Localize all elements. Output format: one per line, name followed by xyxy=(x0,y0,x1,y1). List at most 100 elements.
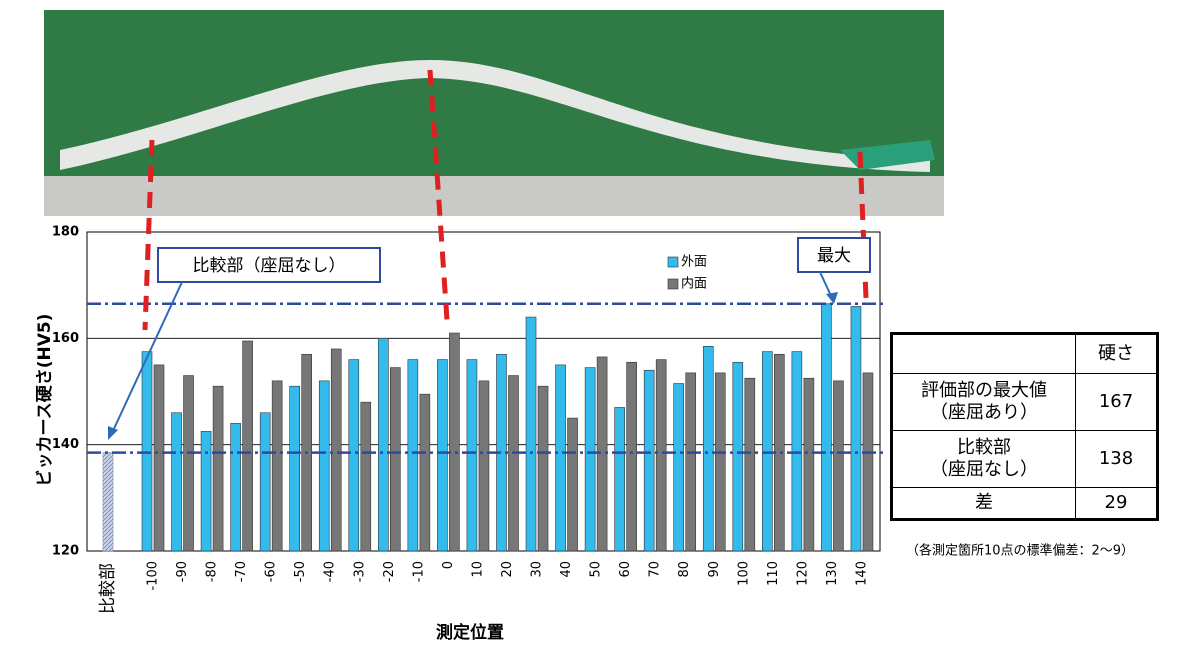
y-axis-title: ビッカース硬さ(HV5) xyxy=(35,314,55,487)
bar xyxy=(614,407,625,552)
table-cell: 比較部 （座屈なし） xyxy=(891,430,1076,488)
x-tick-label: 130 xyxy=(825,561,840,586)
x-tick-label: 比較部 xyxy=(98,563,118,614)
arrowhead xyxy=(108,426,118,440)
bar xyxy=(318,380,330,552)
table-cell xyxy=(891,333,1076,374)
bar xyxy=(378,338,389,552)
photo xyxy=(44,10,944,216)
table-cell: 硬さ xyxy=(1075,333,1158,374)
legend-label: 内面 xyxy=(681,276,707,292)
connector xyxy=(142,139,155,331)
bar xyxy=(289,385,301,552)
bar xyxy=(791,351,803,552)
x-tick-label: 90 xyxy=(707,561,722,578)
bar xyxy=(626,361,637,552)
bar xyxy=(478,380,490,552)
x-tick-label: 60 xyxy=(618,561,633,578)
x-tick-label: 140 xyxy=(854,561,869,586)
x-tick-label: 40 xyxy=(559,561,574,578)
bar xyxy=(230,423,241,552)
x-tick-label: 10 xyxy=(470,561,485,578)
bar xyxy=(762,351,773,552)
annotation: 比較部（座屈なし） xyxy=(193,256,346,276)
bar xyxy=(360,401,372,552)
x-tick-label: -20 xyxy=(382,561,397,582)
x-tick-label: -60 xyxy=(264,561,279,582)
bar xyxy=(242,340,253,552)
legend-swatch xyxy=(667,278,679,290)
bar xyxy=(732,361,744,552)
table-cell: 138 xyxy=(1075,430,1158,488)
bar xyxy=(537,385,549,552)
legend-swatch xyxy=(667,256,679,268)
bar xyxy=(141,351,153,552)
bar xyxy=(833,380,844,552)
bar xyxy=(259,412,271,552)
bar xyxy=(862,372,874,552)
x-tick-label: -30 xyxy=(352,561,367,582)
y-tick-label: 180 xyxy=(52,225,79,240)
y-tick-label: 160 xyxy=(52,331,79,346)
bar xyxy=(821,303,832,552)
bar xyxy=(702,346,714,552)
table-cell: 167 xyxy=(1075,373,1158,431)
bar xyxy=(744,377,756,552)
connector xyxy=(427,69,450,321)
annotation: 最大 xyxy=(817,246,851,266)
bar xyxy=(171,412,182,552)
bar xyxy=(555,364,566,552)
table-cell: 評価部の最大値 （座屈あり） xyxy=(891,373,1076,431)
x-tick-label: 70 xyxy=(648,561,663,578)
table-cell: 29 xyxy=(1075,487,1158,520)
bar xyxy=(212,385,224,552)
table-row: 硬さ xyxy=(891,333,1158,374)
arrowhead xyxy=(826,292,838,304)
x-tick-label: -80 xyxy=(205,561,220,582)
legend-label: 外面 xyxy=(681,255,707,270)
bar xyxy=(407,359,419,552)
bar xyxy=(390,367,401,552)
bar xyxy=(419,393,431,552)
x-tick-label: 110 xyxy=(766,561,781,586)
bar xyxy=(330,348,342,552)
bar xyxy=(449,332,460,552)
bar xyxy=(596,356,608,552)
bar xyxy=(271,380,283,552)
bar xyxy=(655,359,667,552)
x-tick-label: 30 xyxy=(530,561,545,578)
table-row: 評価部の最大値 （座屈あり） 167 xyxy=(891,373,1158,431)
bar xyxy=(437,359,448,552)
bar xyxy=(685,372,697,552)
bar xyxy=(567,417,578,552)
table-row: 比較部 （座屈なし） 138 xyxy=(891,430,1158,488)
x-tick-label: -90 xyxy=(175,561,190,582)
table-row: 差 29 xyxy=(891,487,1158,520)
bar xyxy=(643,369,655,552)
bar xyxy=(673,383,685,552)
bar xyxy=(348,359,360,552)
bar xyxy=(200,431,212,552)
y-tick-label: 120 xyxy=(52,544,79,559)
note: （各測定箇所10点の標準偏差：2〜9） xyxy=(906,543,1134,559)
x-tick-label: -10 xyxy=(411,561,426,582)
x-tick-label: 120 xyxy=(795,561,810,586)
bar xyxy=(803,377,815,552)
arrow xyxy=(111,281,183,434)
bar xyxy=(584,367,596,552)
x-tick-label: 0 xyxy=(441,561,456,569)
bar xyxy=(525,316,537,552)
x-tick-label: -50 xyxy=(293,561,308,582)
bar xyxy=(508,375,519,552)
x-tick-label: 100 xyxy=(736,561,751,586)
table-cell: 差 xyxy=(891,487,1076,520)
x-tick-label: -40 xyxy=(323,561,338,582)
x-tick-label: 50 xyxy=(589,561,604,578)
x-axis-title: 測定位置 xyxy=(436,622,504,643)
bar xyxy=(466,359,478,552)
callout-box xyxy=(157,247,381,283)
x-tick-label: -100 xyxy=(146,561,161,591)
bar xyxy=(850,306,862,552)
